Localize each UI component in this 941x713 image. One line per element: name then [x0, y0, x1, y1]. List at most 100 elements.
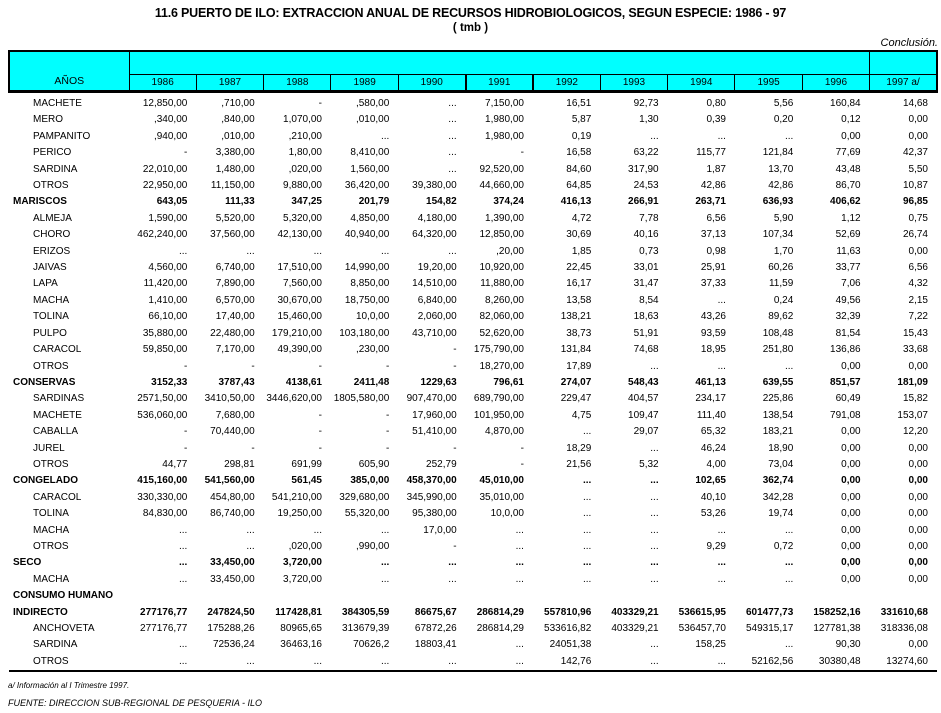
value-cell: 108,48: [762, 327, 794, 339]
table-row: MARISCOS 643,05 111,33 347,25 201,79 154,82 37…: [9, 194, 937, 210]
value-cell: ...: [448, 163, 457, 175]
value-cell: 286814,29: [476, 606, 524, 618]
table-row: MACHETE 12,850,00 ,710,00 - ,580,00... 7,150,…: [9, 92, 937, 113]
species-cell: TOLINA: [33, 508, 69, 520]
species-cell: MACHA: [33, 294, 70, 306]
value-cell: ...: [380, 130, 390, 142]
value-cell: ...: [246, 540, 255, 552]
value-cell: ...: [650, 524, 659, 536]
extraction-table: AÑOS 1986 1987 1988 1989 1990 1991 1992 1993 199…: [8, 50, 939, 673]
value-cell: ...: [515, 524, 524, 536]
value-cell: -: [520, 147, 524, 159]
value-cell: 1,560,00: [350, 163, 390, 175]
value-cell: 49,56: [835, 294, 861, 306]
value-cell: 33,68: [902, 344, 928, 356]
value-cell: 7,170,00: [215, 344, 255, 356]
title-block: 11.6 PUERTO DE ILO: EXTRACCION ANUAL DE …: [0, 0, 941, 36]
table-row: ALMEJA 1,590,00 5,520,00 5,320,00 4,850,00 4,…: [9, 211, 937, 227]
species-cell: SARDINA: [33, 163, 78, 175]
value-cell: 19,20,00: [417, 262, 457, 274]
value-cell: 92,73: [633, 98, 659, 109]
value-cell: [196, 588, 263, 604]
value-cell: [466, 588, 533, 604]
value-cell: -: [318, 98, 322, 109]
value-cell: 19,74: [768, 508, 794, 520]
value-cell: 541,560,00: [204, 475, 255, 487]
value-cell: 416,13: [560, 196, 592, 208]
table-row: PERICO - 3,380,00 1,80,00 8,410,00... - 16,58 6…: [9, 145, 937, 161]
value-cell: 1,980,00: [485, 114, 524, 126]
value-cell: 19,250,00: [277, 508, 322, 520]
value-cell: ,840,00: [221, 114, 255, 126]
value-cell: 5,87: [571, 114, 592, 126]
value-cell: 35,010,00: [479, 491, 524, 503]
value-cell: ...: [515, 540, 524, 552]
value-cell: 51,410,00: [412, 426, 457, 438]
species-cell: PERICO: [33, 147, 72, 159]
value-cell: 22,010,00: [142, 163, 188, 175]
value-cell: ...: [667, 653, 735, 673]
value-cell: ...: [784, 557, 794, 569]
table-row: OTROS 22,950,00 11,150,00 9,880,00 36,420,00…: [9, 178, 937, 194]
page-subtitle: ( tmb ): [452, 22, 489, 34]
species-cell: MACHA: [33, 524, 70, 536]
value-cell: ...: [784, 360, 794, 372]
value-cell: ...: [448, 98, 457, 109]
value-cell: 11,63: [836, 245, 861, 257]
value-cell: ...: [582, 540, 592, 552]
value-cell: 142,76: [532, 653, 601, 673]
value-cell: 3410,50,00: [204, 393, 255, 405]
value-cell: -: [183, 147, 188, 159]
value-cell: 37,560,00: [210, 229, 255, 241]
value-cell: 691,99: [291, 458, 322, 470]
table-row: PAMPANITO ,940,00 ,010,00 ,210,00...... 1,98…: [9, 129, 937, 145]
value-cell: ...: [650, 442, 659, 454]
value-cell: 791,08: [830, 409, 861, 421]
value-cell: 86,740,00: [210, 508, 255, 520]
value-cell: 13,70: [768, 163, 794, 175]
value-cell: 18,270,00: [479, 360, 524, 372]
value-cell: 317,90: [628, 163, 659, 175]
value-cell: -: [385, 442, 390, 454]
value-cell: -: [318, 442, 322, 454]
value-cell: 32,39: [835, 311, 861, 323]
value-cell: 0,00: [908, 557, 928, 569]
value-cell: ...: [178, 573, 188, 585]
year-header-cell: 1987: [195, 74, 265, 93]
header-band-row: AÑOS: [8, 50, 939, 93]
value-cell: ...: [784, 130, 794, 142]
value-cell: ,010,00: [221, 130, 255, 142]
value-cell: 64,85: [566, 180, 592, 192]
value-cell: 59,850,00: [142, 344, 188, 356]
value-cell: 1805,580,00: [333, 393, 390, 405]
value-cell: ...: [263, 653, 331, 673]
species-cell: SARDINA: [33, 639, 78, 651]
value-cell: 406,62: [830, 196, 861, 208]
value-cell: 277176,77: [140, 623, 188, 634]
value-cell: ,20,00: [496, 245, 524, 257]
value-cell: 63,22: [633, 147, 659, 159]
value-cell: 3787,43: [218, 376, 255, 388]
table-row: OTROS 44,77 298,81 691,99 605,90 252,79 - 21,56…: [9, 457, 937, 473]
value-cell: 0,00: [841, 557, 861, 569]
table-row: JAIVAS 4,560,00 6,740,00 17,510,00 14,990,00…: [9, 260, 937, 276]
value-cell: ...: [515, 573, 524, 585]
value-cell: 2571,50,00: [137, 393, 188, 405]
table-row: CONSERVAS 3152,33 3787,43 4138,61 2411,48 122…: [9, 375, 937, 391]
value-cell: ...: [313, 524, 322, 536]
value-cell: 33,450,00: [210, 573, 255, 585]
value-cell: 52,620,00: [479, 327, 524, 339]
value-cell: 138,21: [560, 311, 592, 323]
value-cell: 84,60: [566, 163, 592, 175]
value-cell: [331, 588, 398, 604]
value-cell: 1,070,00: [283, 114, 322, 126]
value-cell: 0,24: [773, 294, 794, 306]
value-cell: 229,47: [560, 393, 592, 405]
value-cell: 907,470,00: [406, 393, 457, 405]
value-cell: [129, 588, 196, 604]
value-cell: 18,95: [700, 344, 726, 356]
value-cell: 4,560,00: [148, 262, 188, 274]
value-cell: 160,84: [830, 98, 861, 109]
table-row: CARACOL 330,330,00 454,80,00 541,210,00 329,…: [9, 490, 937, 506]
value-cell: 0,00: [908, 130, 928, 142]
